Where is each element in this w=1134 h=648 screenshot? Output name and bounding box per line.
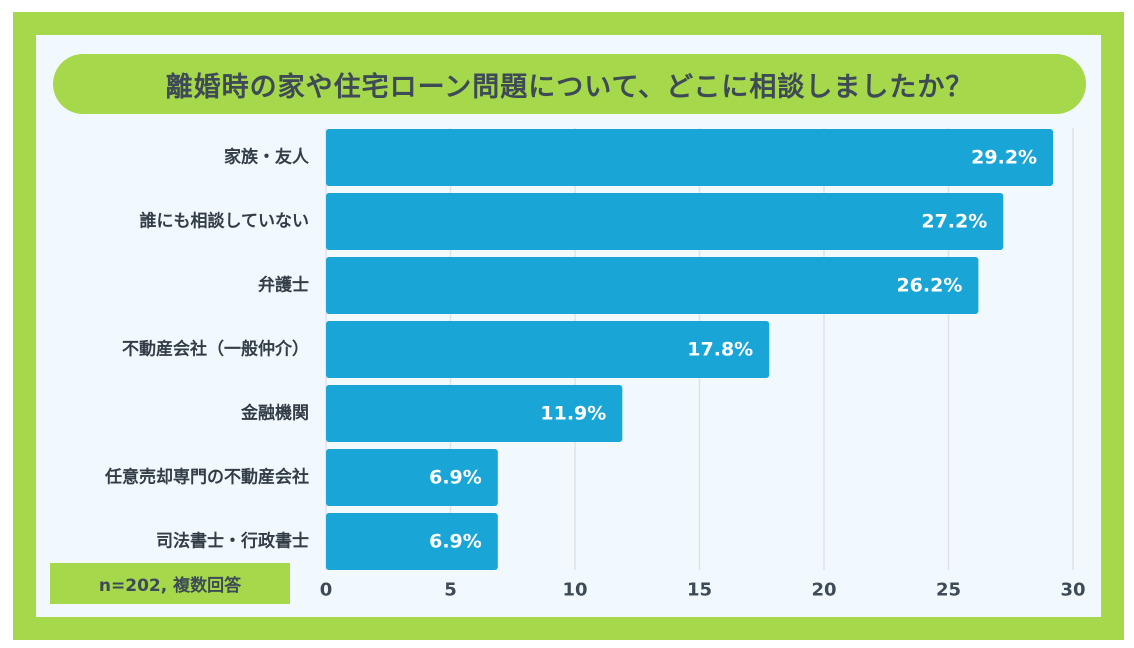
value-label-4: 11.9% xyxy=(540,403,606,425)
x-tick-label-5: 5 xyxy=(444,580,457,601)
category-label-5: 任意売却専門の不動産会社 xyxy=(104,467,309,488)
value-label-1: 27.2% xyxy=(921,211,987,233)
bar-5 xyxy=(326,449,498,506)
category-label-4: 金融機関 xyxy=(240,403,309,424)
x-tick-label-25: 25 xyxy=(936,580,961,601)
value-label-2: 26.2% xyxy=(896,275,962,297)
value-label-5: 6.9% xyxy=(429,467,482,489)
category-label-3: 不動産会社（一般仲介） xyxy=(122,339,309,360)
x-tick-label-30: 30 xyxy=(1060,580,1085,601)
sample-note: n=202, 複数回答 xyxy=(98,576,242,596)
category-label-1: 誰にも相談していない xyxy=(140,211,310,232)
x-tick-label-20: 20 xyxy=(811,580,836,601)
bar-0 xyxy=(326,129,1054,186)
category-label-0: 家族・友人 xyxy=(224,147,310,168)
category-label-6: 司法書士・行政書士 xyxy=(156,531,309,552)
value-label-6: 6.9% xyxy=(429,531,482,553)
value-label-0: 29.2% xyxy=(971,147,1037,169)
bar-2 xyxy=(326,257,979,314)
bar-4 xyxy=(326,385,623,442)
chart-title: 離婚時の家や住宅ローン問題について、どこに相談しましたか？ xyxy=(165,71,974,103)
bar-3 xyxy=(326,321,770,378)
x-tick-label-15: 15 xyxy=(687,580,712,601)
value-label-3: 17.8% xyxy=(687,339,753,361)
bar-6 xyxy=(326,513,498,570)
x-tick-label-0: 0 xyxy=(320,580,333,601)
title-banner: 離婚時の家や住宅ローン問題について、どこに相談しましたか？ xyxy=(53,54,1086,114)
x-tick-label-10: 10 xyxy=(562,580,587,601)
sample-note-box: n=202, 複数回答 xyxy=(50,563,290,604)
bar-1 xyxy=(326,193,1004,250)
category-label-2: 弁護士 xyxy=(258,275,309,296)
